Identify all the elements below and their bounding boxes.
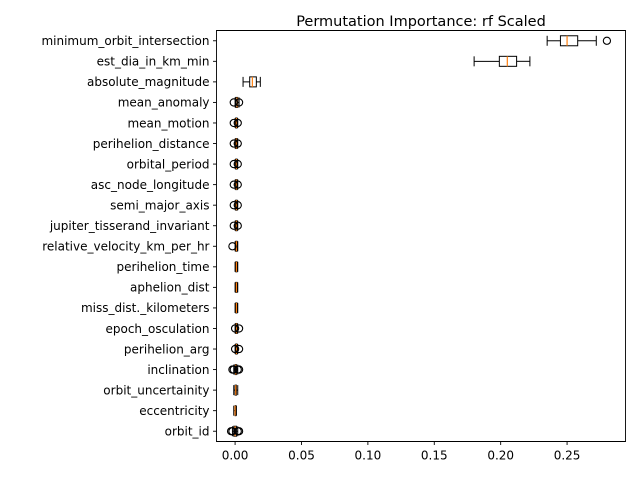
y-tick-label: mean_motion [127,116,209,130]
y-tick-label: orbit_id [165,425,210,439]
flier-point [233,118,242,128]
flier-point [234,344,244,354]
flier-point [234,365,244,374]
box [249,76,257,88]
flier-point [234,324,244,333]
flier-point [234,427,244,436]
flier-point [233,201,242,210]
flier-point [233,180,242,189]
box-group-epoch_osculation [230,322,244,334]
box-group-miss_dist._kilometers [234,302,239,314]
y-tick-label: mean_anomaly [118,96,210,110]
flier-point [229,365,238,374]
y-tick-label: asc_node_longitude [91,178,210,192]
flier-point [229,98,238,107]
box-group-inclination [228,364,244,376]
box-group-perihelion_distance [229,138,242,150]
flier-point [228,427,237,436]
box-group-minimum_orbit_intersection [546,35,612,47]
axes-frame [216,30,626,442]
y-tick-label: epoch_osculation [105,322,209,336]
y-tick-label: orbit_uncertainity [103,383,209,397]
box-group-perihelion_time [234,261,239,273]
y-tick-label: orbital_period [127,157,210,171]
flier-point [230,344,240,354]
y-tick-label: relative_velocity_km_per_hr [42,240,209,254]
y-tick-label: perihelion_arg [124,342,210,356]
y-tick-label: perihelion_time [117,260,210,274]
flier-point [228,242,237,251]
y-axis: minimum_orbit_intersection est_dia_in_km_… [41,34,217,439]
flier-point [234,98,244,107]
y-tick-label: aphelion_dist [130,281,210,295]
y-tick-label: est_dia_in_km_min [97,55,210,69]
flier-point [233,221,242,230]
flier-point [229,118,238,128]
box [498,55,518,67]
plot-area [226,35,612,437]
y-tick-label: semi_major_axis [110,198,209,212]
y-tick-label: absolute_magnitude [87,75,210,89]
x-tick-label: 0.20 [487,449,514,463]
y-tick-label: miss_dist._kilometers [81,301,210,315]
box-group-aphelion_dist [234,281,239,293]
x-tick-label: 0.15 [421,449,448,463]
x-tick-label: 0.00 [222,449,249,463]
flier-point [229,201,238,210]
chart-title: Permutation Importance: rf Scaled [296,14,546,30]
y-tick-label: jupiter_tisserand_invariant [49,219,210,233]
flier-point [230,324,240,333]
box-group-mean_anomaly [229,96,244,108]
axes [216,30,626,442]
box-group-asc_node_longitude [229,179,242,191]
box-group-orbit_id [226,425,244,437]
box [559,35,579,47]
x-tick-label: 0.05 [288,449,315,463]
flier-point [229,180,238,189]
x-tick-label: 0.25 [554,449,581,463]
box-group-orbit_uncertainity [233,384,239,396]
flier-point [229,159,238,169]
flier-point [229,221,238,230]
flier-point [233,159,242,169]
box-group-relative_velocity_km_per_hr [228,240,239,252]
box-group-semi_major_axis [229,199,242,211]
box-group-perihelion_arg [230,343,244,355]
box-group-orbital_period [229,158,242,170]
box-group-mean_motion [229,117,242,129]
box-group-jupiter_tisserand_invariant [229,220,242,232]
x-axis: 0.00 0.05 0.10 0.15 0.20 0.25 [222,441,581,463]
box-group-absolute_magnitude [242,76,261,88]
box-group-eccentricity [233,405,237,417]
box-group-est_dia_in_km_min [473,55,531,67]
flier-point [602,36,612,45]
y-tick-label: minimum_orbit_intersection [41,34,209,48]
y-tick-label: perihelion_distance [93,137,210,151]
y-tick-label: inclination [147,363,209,377]
flier-point [233,139,242,148]
x-tick-label: 0.10 [355,449,382,463]
flier-point [229,139,238,148]
y-tick-label: eccentricity [139,404,209,418]
